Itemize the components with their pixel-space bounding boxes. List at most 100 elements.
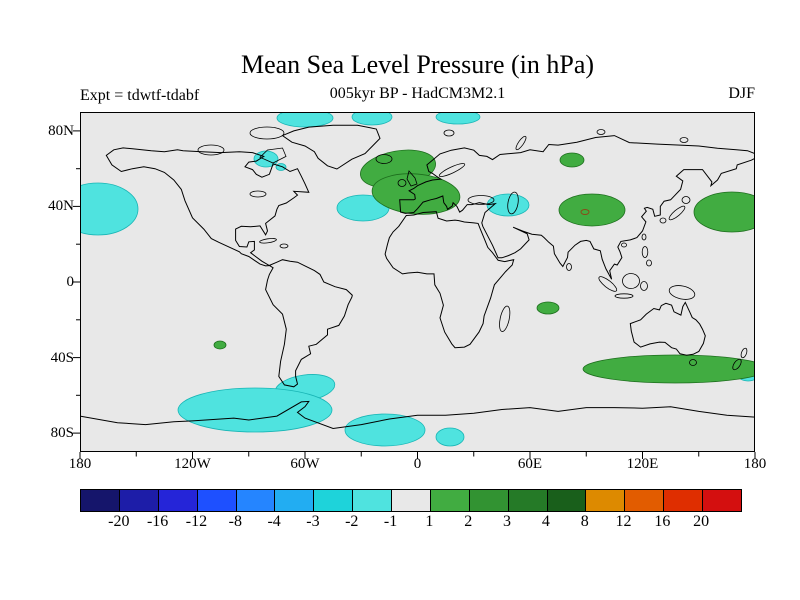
coast-new-zealand-south	[732, 358, 742, 371]
lat-tick-label: 80S	[50, 425, 74, 442]
colorbar-labels: -20 -16 -12 -8 -4 -3 -2 -1 1 2 3 4 8 12 16 20	[0, 513, 800, 535]
coast-caspian-sea	[507, 191, 519, 215]
colorbar-segment	[508, 490, 548, 511]
anomaly-north-pacific	[80, 182, 139, 236]
anomaly-foxe-basin-2	[275, 163, 287, 171]
plot-title: Mean Sea Level Pressure (in hPa)	[240, 50, 595, 79]
coast-taiwan	[641, 233, 647, 241]
colorbar-segment	[275, 490, 315, 511]
coast-baltic-sea	[438, 163, 466, 177]
lon-tick-label: 180	[68, 456, 92, 472]
colorbar-tick-label: -4	[267, 513, 281, 530]
colorbar-segment	[664, 490, 703, 511]
coast-eurasia	[399, 135, 755, 280]
lon-tick-label: 120W	[174, 456, 211, 472]
anomaly-arctic-3	[435, 112, 481, 125]
colorbar-segment	[158, 490, 198, 511]
colorbar-tick-label: -16	[146, 513, 169, 530]
coast-new-zealand-north	[740, 347, 748, 359]
coast-ireland	[397, 179, 407, 187]
coast-novaya-zemlya	[515, 135, 527, 151]
colorbar-tick-label: 2	[464, 513, 473, 530]
colorbar-tick-label: -3	[306, 513, 320, 530]
anomaly-nw-pacific	[693, 191, 755, 233]
coast-borneo	[622, 273, 640, 289]
colorbar-tick-label: 8	[580, 513, 589, 530]
lat-tick-label: 40N	[48, 198, 74, 215]
world-map	[73, 112, 756, 459]
coast-ellesmere-island	[249, 126, 285, 140]
colorbar-tick-label: 20	[693, 513, 710, 530]
coast-severnaya-zemlya	[596, 129, 606, 135]
plot-subtitle: 005kyr BP - HadCM3M2.1	[329, 85, 506, 102]
coast-victoria-island	[197, 144, 225, 156]
lon-tick-label: 60E	[517, 456, 543, 472]
longitude-axis: 180 120W 60W 0 60E 120E 180	[0, 456, 800, 478]
coast-south-america	[265, 259, 353, 388]
lon-tick-label: 0	[413, 456, 422, 472]
experiment-label: Expt = tdwtf-tdabf	[80, 87, 200, 104]
colorbar-segment	[197, 490, 237, 511]
colorbar-tick-label: 4	[541, 513, 550, 530]
coast-philippines-1	[641, 246, 649, 258]
anomaly-weddell	[344, 413, 426, 447]
coast-australia	[629, 301, 706, 356]
lon-tick-label: 60W	[290, 456, 320, 472]
inner-contour-mark	[580, 209, 590, 215]
colorbar-tick-label: -12	[185, 513, 208, 530]
colorbar-segment	[81, 490, 120, 511]
lat-tick-label: 40S	[50, 349, 74, 366]
coast-greenland	[281, 124, 381, 170]
colorbar	[80, 489, 742, 512]
colorbar-tick-label: -8	[228, 513, 242, 530]
colorbar-segments	[81, 490, 741, 511]
coast-sulawesi	[640, 281, 648, 291]
coast-iceland	[375, 154, 393, 164]
colorbar-tick-label: 1	[425, 513, 434, 530]
coast-hainan	[621, 242, 627, 248]
coast-cuba	[259, 238, 277, 244]
colorbar-tick-label: -1	[383, 513, 398, 530]
coast-philippines-2	[646, 259, 652, 267]
colorbar-tick-label: -2	[345, 513, 359, 530]
colorbar-tick-label: 3	[503, 513, 512, 530]
coast-new-guinea	[668, 285, 696, 300]
anomaly-se-pacific	[177, 387, 333, 433]
latitude-axis: 80N 40N 0 40S 80S	[30, 0, 74, 600]
coast-baffin-island	[259, 147, 287, 164]
lon-tick-label: 120E	[626, 456, 659, 472]
anomaly-antarctic-20e	[435, 427, 465, 447]
coast-new-siberian-islands	[679, 137, 689, 143]
coast-hokkaido	[681, 196, 691, 204]
anomaly-arctic-2	[351, 112, 393, 126]
coast-black-sea	[467, 195, 495, 205]
colorbar-segment	[314, 490, 354, 511]
colorbar-tick-label: 16	[654, 513, 671, 530]
coast-honshu	[668, 205, 686, 221]
season-label: DJF	[728, 85, 755, 102]
anomaly-southern-ocean	[582, 354, 755, 384]
colorbar-segment	[119, 490, 159, 511]
coast-madagascar	[499, 305, 511, 332]
lon-tick-label: 180	[743, 456, 767, 472]
lat-tick-label: 80N	[48, 122, 74, 139]
coast-hispaniola	[279, 243, 289, 249]
map-frame-border	[80, 112, 755, 452]
anomaly-europe-2	[371, 173, 461, 215]
colorbar-segment	[586, 490, 626, 511]
coast-tasmania	[689, 359, 697, 366]
colorbar-segment	[703, 490, 741, 511]
coast-sumatra	[598, 276, 618, 292]
anomaly-indian-ocean	[536, 301, 560, 315]
positive-anomaly-regions	[213, 149, 755, 384]
colorbar-segment	[469, 490, 509, 511]
coast-great-lakes	[249, 190, 267, 198]
colorbar-segment	[547, 490, 587, 511]
lat-tick-label: 0	[66, 274, 75, 290]
coast-kyushu	[659, 217, 667, 224]
coast-great-britain	[406, 170, 418, 187]
anomaly-arctic-1	[276, 112, 334, 128]
anomaly-west-siberia	[559, 152, 585, 168]
colorbar-segment	[625, 490, 665, 511]
